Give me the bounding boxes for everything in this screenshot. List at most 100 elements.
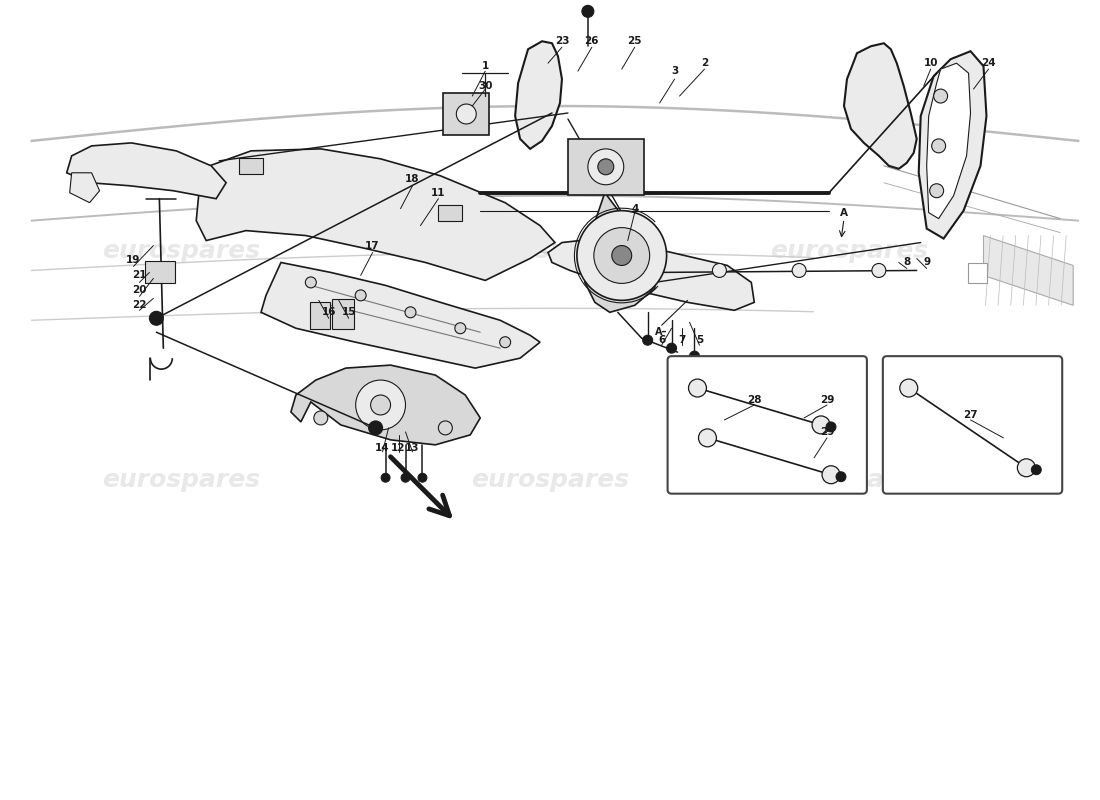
- Polygon shape: [67, 143, 227, 198]
- Text: 15: 15: [341, 307, 356, 318]
- Text: 1: 1: [482, 61, 488, 71]
- Text: 22: 22: [132, 300, 146, 310]
- Text: A: A: [840, 208, 848, 218]
- Text: eurospares: eurospares: [770, 468, 928, 492]
- Circle shape: [1018, 458, 1035, 477]
- Text: 28: 28: [747, 395, 761, 405]
- Text: 14: 14: [375, 443, 389, 453]
- Circle shape: [576, 210, 667, 300]
- Polygon shape: [926, 63, 970, 218]
- Circle shape: [381, 474, 390, 482]
- Circle shape: [822, 466, 840, 484]
- Polygon shape: [515, 42, 562, 149]
- Text: 3: 3: [671, 66, 679, 76]
- Circle shape: [402, 474, 410, 482]
- Text: 8: 8: [903, 258, 911, 267]
- Polygon shape: [69, 173, 100, 202]
- Circle shape: [456, 104, 476, 124]
- Circle shape: [454, 322, 465, 334]
- Circle shape: [690, 351, 700, 361]
- Text: 2: 2: [701, 58, 708, 68]
- Text: 27: 27: [964, 410, 978, 420]
- FancyBboxPatch shape: [968, 263, 988, 283]
- FancyBboxPatch shape: [568, 139, 644, 194]
- Text: 12: 12: [392, 443, 406, 453]
- Text: 10: 10: [923, 58, 938, 68]
- Circle shape: [405, 307, 416, 318]
- Circle shape: [792, 263, 806, 278]
- Circle shape: [713, 263, 726, 278]
- Circle shape: [698, 429, 716, 447]
- Text: eurospares: eurospares: [471, 238, 629, 262]
- Polygon shape: [196, 149, 556, 281]
- Text: 17: 17: [365, 241, 380, 250]
- Circle shape: [355, 290, 366, 301]
- Circle shape: [872, 263, 886, 278]
- Text: 13: 13: [405, 443, 420, 453]
- Text: 18: 18: [405, 174, 420, 184]
- Circle shape: [306, 277, 317, 288]
- FancyBboxPatch shape: [145, 262, 175, 283]
- Text: 11: 11: [431, 188, 446, 198]
- FancyBboxPatch shape: [883, 356, 1063, 494]
- Circle shape: [1032, 465, 1042, 474]
- Circle shape: [418, 474, 427, 482]
- Circle shape: [930, 184, 944, 198]
- Text: 4: 4: [631, 204, 638, 214]
- Text: eurospares: eurospares: [102, 238, 261, 262]
- Circle shape: [150, 311, 163, 326]
- Circle shape: [642, 335, 652, 345]
- Text: eurospares: eurospares: [471, 468, 629, 492]
- Text: A–: A–: [656, 327, 668, 338]
- Circle shape: [812, 416, 830, 434]
- Circle shape: [594, 228, 650, 283]
- Text: 6: 6: [658, 335, 666, 346]
- Text: eurospares: eurospares: [102, 468, 261, 492]
- FancyBboxPatch shape: [239, 158, 263, 174]
- Polygon shape: [290, 365, 481, 445]
- Text: 24: 24: [981, 58, 996, 68]
- Polygon shape: [261, 262, 540, 368]
- FancyBboxPatch shape: [332, 299, 354, 330]
- Circle shape: [368, 421, 383, 435]
- Circle shape: [597, 159, 614, 174]
- Text: 29: 29: [820, 395, 834, 405]
- Circle shape: [587, 149, 624, 185]
- Circle shape: [900, 379, 917, 397]
- Polygon shape: [548, 238, 755, 310]
- Circle shape: [934, 89, 947, 103]
- Circle shape: [439, 421, 452, 435]
- FancyBboxPatch shape: [443, 93, 490, 135]
- Text: 20: 20: [132, 286, 146, 295]
- Circle shape: [314, 411, 328, 425]
- Text: 25: 25: [627, 36, 642, 46]
- Circle shape: [371, 395, 390, 415]
- Circle shape: [355, 380, 406, 430]
- Polygon shape: [585, 193, 658, 312]
- Circle shape: [499, 337, 510, 348]
- Polygon shape: [983, 235, 1074, 306]
- Text: 7: 7: [678, 335, 685, 346]
- Circle shape: [582, 6, 594, 18]
- Circle shape: [932, 139, 946, 153]
- Circle shape: [826, 422, 836, 432]
- Circle shape: [612, 246, 631, 266]
- FancyBboxPatch shape: [310, 302, 330, 330]
- Text: 16: 16: [321, 307, 336, 318]
- Text: 9: 9: [923, 258, 931, 267]
- Text: 5: 5: [696, 335, 703, 346]
- Circle shape: [836, 472, 846, 482]
- Text: 21: 21: [132, 270, 146, 281]
- FancyBboxPatch shape: [439, 205, 462, 221]
- Text: eurospares: eurospares: [770, 238, 928, 262]
- Polygon shape: [918, 51, 987, 238]
- Text: 19: 19: [126, 255, 141, 266]
- Polygon shape: [844, 43, 916, 169]
- Text: 26: 26: [584, 36, 600, 46]
- Text: 30: 30: [478, 81, 493, 91]
- Circle shape: [689, 379, 706, 397]
- Text: 23: 23: [554, 36, 569, 46]
- FancyBboxPatch shape: [668, 356, 867, 494]
- Text: 29: 29: [820, 427, 834, 437]
- Circle shape: [667, 343, 676, 353]
